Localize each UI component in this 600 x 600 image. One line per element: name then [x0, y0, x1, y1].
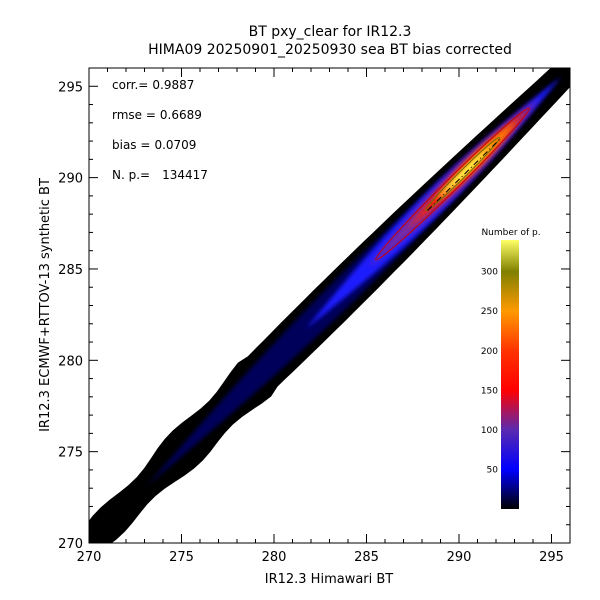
colorbar-scale [501, 240, 519, 509]
stats-box: corr.= 0.9887 rmse = 0.6689 bias = 0.0709 N… [112, 78, 208, 182]
density-yellow-core [435, 143, 494, 201]
chart-title: BT pxy_clear for IR12.3 [249, 24, 412, 40]
y-tick-label: 285 [58, 263, 83, 278]
x-tick-label: 275 [169, 550, 194, 565]
y-tick-label: 295 [58, 80, 83, 95]
stat-npoints: N. p.= 134417 [112, 168, 208, 182]
chart-subtitle: HIMA09 20250901_20250930 sea BT bias cor… [148, 42, 512, 58]
x-axis-label: IR12.3 Himawari BT [265, 572, 394, 587]
y-tick-label: 275 [58, 446, 83, 461]
colorbar-tick-label: 300 [481, 268, 498, 278]
stat-rmse: rmse = 0.6689 [112, 108, 202, 122]
x-tick-label: 290 [447, 550, 472, 565]
colorbar: Number of p. 50 100 150 200 250 300 [481, 228, 541, 509]
y-tick-label: 290 [58, 172, 83, 187]
x-tick-label: 270 [77, 550, 102, 565]
contour-level [375, 107, 530, 261]
x-tick-label: 295 [539, 550, 564, 565]
axes: 270 275 280 285 290 295 270 275 280 285 290 295 [58, 68, 570, 565]
density-cloud [89, 68, 570, 543]
stat-corr: corr.= 0.9887 [112, 78, 194, 92]
contour-level [425, 136, 501, 212]
x-tick-label: 285 [354, 550, 379, 565]
colorbar-tick-label: 200 [481, 347, 498, 357]
y-axis-label: IR12.3 ECMWF+RTTOV-13 synthetic BT [38, 178, 53, 432]
colorbar-tick-label: 150 [481, 386, 498, 396]
fit-line [427, 137, 502, 211]
colorbar-tick-label: 100 [481, 426, 498, 436]
density-contours [375, 107, 530, 261]
colorbar-tick-label: 50 [487, 465, 499, 475]
stat-bias: bias = 0.0709 [112, 138, 196, 152]
y-tick-label: 280 [58, 354, 83, 369]
colorbar-title: Number of p. [481, 228, 540, 238]
y-tick-label: 270 [58, 537, 83, 552]
x-tick-label: 280 [262, 550, 287, 565]
colorbar-tick-label: 250 [481, 307, 498, 317]
